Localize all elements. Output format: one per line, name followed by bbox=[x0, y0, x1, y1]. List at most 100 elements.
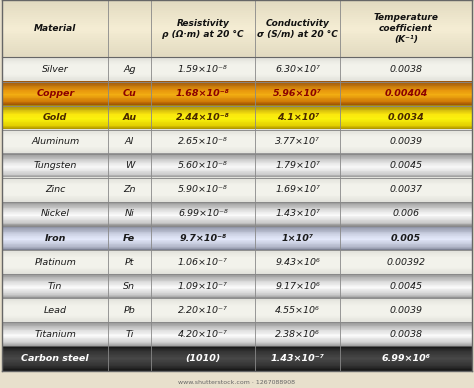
Bar bbox=[2, 49, 472, 52]
Bar bbox=[2, 160, 472, 161]
Bar bbox=[2, 65, 472, 66]
Bar bbox=[2, 368, 472, 369]
Bar bbox=[2, 286, 472, 287]
Bar bbox=[2, 198, 472, 199]
Bar bbox=[2, 114, 472, 115]
Bar bbox=[2, 150, 472, 151]
Bar bbox=[2, 330, 472, 331]
Bar bbox=[2, 161, 472, 162]
Bar bbox=[2, 13, 472, 15]
Bar bbox=[2, 352, 472, 353]
Bar bbox=[2, 116, 472, 117]
Bar bbox=[2, 42, 472, 44]
Bar bbox=[2, 121, 472, 123]
Text: Ti: Ti bbox=[125, 330, 134, 339]
Bar bbox=[2, 95, 472, 97]
Bar bbox=[2, 361, 472, 362]
Bar bbox=[2, 191, 472, 192]
Bar bbox=[2, 270, 472, 272]
Bar bbox=[2, 203, 472, 204]
Bar bbox=[2, 240, 472, 241]
Bar bbox=[2, 104, 472, 105]
Bar bbox=[2, 236, 472, 237]
Bar bbox=[2, 261, 472, 262]
Bar bbox=[2, 246, 472, 247]
Bar bbox=[2, 144, 472, 145]
Bar bbox=[2, 318, 472, 319]
Bar bbox=[2, 210, 472, 211]
Bar bbox=[2, 350, 472, 351]
Text: 2.38×10⁶: 2.38×10⁶ bbox=[275, 330, 320, 339]
Bar bbox=[2, 284, 472, 285]
Bar bbox=[2, 333, 472, 334]
Bar bbox=[2, 79, 472, 80]
Bar bbox=[2, 222, 472, 223]
Bar bbox=[2, 234, 472, 235]
Bar bbox=[2, 291, 472, 293]
Bar bbox=[2, 130, 472, 131]
Bar bbox=[2, 196, 472, 197]
Bar bbox=[2, 338, 472, 339]
Bar bbox=[2, 168, 472, 169]
Bar bbox=[2, 300, 472, 301]
Bar bbox=[2, 321, 472, 322]
Bar bbox=[2, 173, 472, 174]
Bar bbox=[2, 146, 472, 147]
Text: www.shutterstock.com · 1267088908: www.shutterstock.com · 1267088908 bbox=[179, 380, 295, 385]
Bar bbox=[2, 125, 472, 126]
Bar bbox=[2, 71, 472, 73]
Text: Temperature
coefficient
(K⁻¹): Temperature coefficient (K⁻¹) bbox=[374, 14, 438, 44]
Bar bbox=[2, 94, 472, 95]
Bar bbox=[2, 181, 472, 182]
Bar bbox=[2, 204, 472, 205]
Bar bbox=[2, 329, 472, 331]
Bar bbox=[2, 40, 472, 42]
Bar bbox=[2, 70, 472, 71]
Bar bbox=[2, 287, 472, 288]
Bar bbox=[2, 194, 472, 196]
Bar bbox=[2, 104, 472, 106]
Bar bbox=[2, 59, 472, 60]
Bar bbox=[2, 281, 472, 282]
Bar bbox=[2, 19, 472, 21]
Bar bbox=[2, 294, 472, 296]
Bar bbox=[2, 157, 472, 158]
Bar bbox=[2, 284, 472, 286]
Text: Iron: Iron bbox=[45, 234, 66, 242]
Bar bbox=[2, 302, 472, 303]
Bar bbox=[2, 365, 472, 366]
Bar bbox=[2, 128, 472, 129]
Text: Fe: Fe bbox=[123, 234, 136, 242]
Bar bbox=[2, 327, 472, 329]
Bar bbox=[2, 221, 472, 222]
Bar bbox=[2, 90, 472, 91]
Bar bbox=[2, 85, 472, 86]
Bar bbox=[2, 15, 472, 17]
Bar bbox=[2, 319, 472, 320]
Bar bbox=[2, 308, 472, 310]
Bar bbox=[2, 349, 472, 350]
Bar bbox=[2, 161, 472, 163]
Bar bbox=[2, 89, 472, 90]
Bar bbox=[2, 217, 472, 218]
Bar bbox=[2, 162, 472, 163]
Bar bbox=[2, 116, 472, 118]
Bar bbox=[2, 251, 472, 252]
Bar bbox=[2, 61, 472, 62]
Bar bbox=[2, 123, 472, 124]
Bar bbox=[2, 312, 472, 314]
Bar bbox=[2, 177, 472, 178]
Bar bbox=[2, 325, 472, 326]
Bar bbox=[2, 43, 472, 46]
Bar bbox=[2, 206, 472, 207]
Bar bbox=[2, 9, 472, 12]
Bar bbox=[2, 210, 472, 211]
Bar bbox=[2, 243, 472, 244]
Text: Resistivity
ρ (Ω·m) at 20 °C: Resistivity ρ (Ω·m) at 20 °C bbox=[162, 19, 244, 38]
Bar bbox=[2, 268, 472, 269]
Text: 0.00404: 0.00404 bbox=[384, 89, 428, 98]
Bar bbox=[2, 158, 472, 159]
Bar bbox=[2, 316, 472, 317]
Text: Tungsten: Tungsten bbox=[34, 161, 77, 170]
Bar bbox=[2, 139, 472, 140]
